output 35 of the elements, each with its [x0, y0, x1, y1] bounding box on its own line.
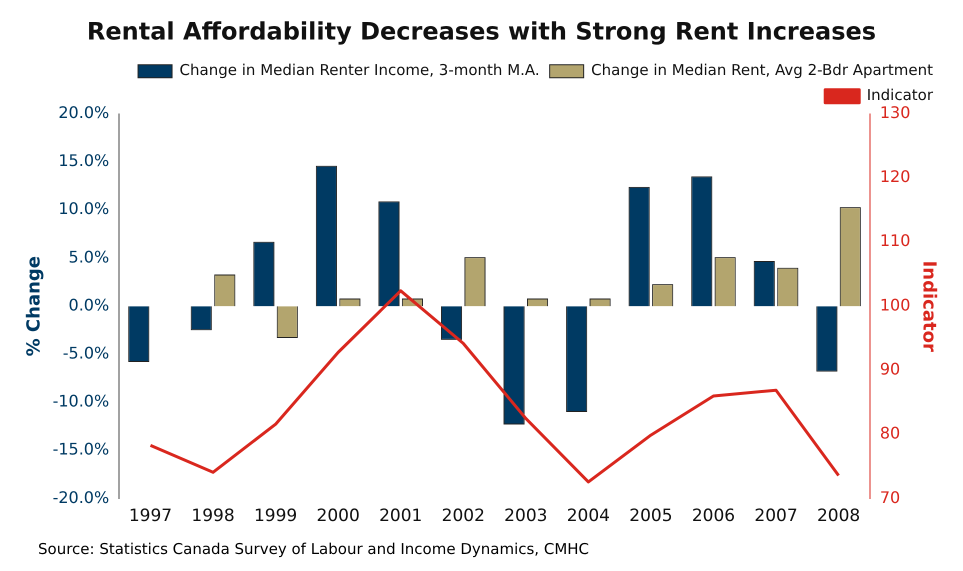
- y2-tick-label: 90: [880, 359, 900, 378]
- y2-tick-label: 80: [880, 424, 900, 443]
- y2-tick-label: 130: [880, 102, 910, 122]
- legend-label: Change in Median Renter Income, 3-month M.A.: [180, 61, 540, 80]
- x-tick-label: 1997: [128, 506, 172, 526]
- x-tick-label: 1999: [254, 506, 298, 526]
- y2-tick-label: 100: [880, 295, 910, 314]
- y-tick-label: -10.0%: [52, 392, 110, 411]
- y2-axis-title: Indicator: [918, 260, 940, 352]
- legend-label: Change in Median Rent, Avg 2-Bdr Apartment: [591, 61, 934, 80]
- y2-tick-label: 110: [880, 231, 910, 250]
- y-tick-label: 10.0%: [58, 199, 110, 218]
- x-tick-label: 2001: [379, 506, 422, 526]
- y-tick-label: 5.0%: [68, 247, 110, 266]
- y-tick-label: 0.0%: [68, 295, 110, 314]
- x-tick-label: 2004: [566, 506, 610, 526]
- y2-tick-label: 120: [880, 167, 910, 186]
- x-tick-label: 2002: [442, 506, 485, 526]
- x-tick-label: 2005: [629, 506, 673, 526]
- y-tick-label: -15.0%: [52, 440, 110, 459]
- y-tick-label: -20.0%: [52, 488, 110, 507]
- x-tick-label: 2003: [504, 506, 548, 526]
- y2-tick-label: 70: [880, 488, 900, 507]
- x-tick-label: 2006: [692, 506, 736, 526]
- x-tick-label: 1998: [191, 506, 235, 526]
- x-tick-label: 2007: [754, 506, 798, 526]
- legend-label: Indicator: [866, 86, 934, 104]
- y-tick-label: 20.0%: [58, 102, 110, 122]
- x-tick-label: 2008: [816, 506, 860, 526]
- x-tick-label: 2000: [316, 506, 360, 526]
- y-axis-title: % Change: [23, 256, 44, 356]
- y-tick-label: 15.0%: [58, 151, 110, 170]
- y-tick-label: -5.0%: [62, 343, 110, 362]
- chart-title: Rental Affordability Decreases with Strong Rent Increases: [86, 18, 876, 46]
- source-note: Source: Statistics Canada Survey of Labour and Income Dynamics, CMHC: [38, 540, 590, 558]
